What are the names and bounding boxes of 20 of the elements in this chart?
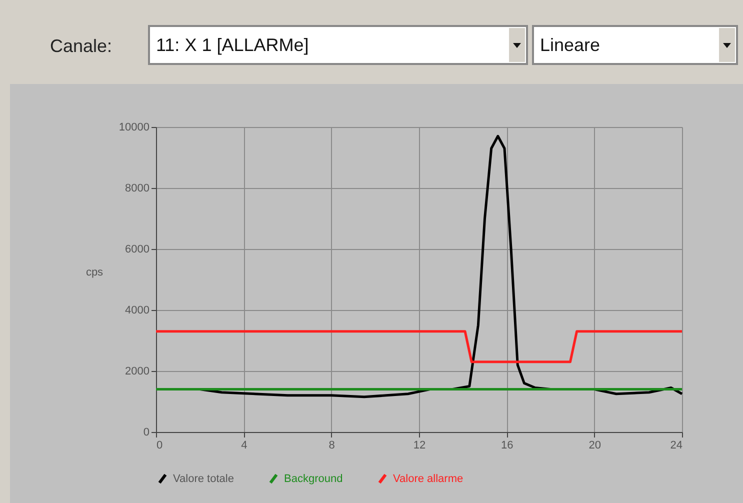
y-axis-title: cps <box>86 266 104 278</box>
y-tick-label: 0 <box>143 426 150 438</box>
x-tick-label: 0 <box>156 440 163 452</box>
x-tick-label: 4 <box>241 440 248 452</box>
x-tick-label: 20 <box>588 440 601 452</box>
y-tick-label: 8000 <box>125 182 150 194</box>
y-tick-label: 4000 <box>125 304 150 316</box>
x-tick-label: 24 <box>670 440 682 452</box>
legend-label: Valore totale <box>173 472 234 485</box>
y-tick-label: 6000 <box>125 244 150 256</box>
text: Canale: <box>50 36 112 57</box>
x-tick-label: 8 <box>328 440 335 452</box>
x-tick-label: 12 <box>413 440 426 452</box>
y-tick-label: 2000 <box>125 366 150 378</box>
dropdown-field: Lineare <box>532 25 738 65</box>
legend-label: Background <box>284 472 343 485</box>
y-tick-label: 10000 <box>118 122 150 134</box>
dropdown-field: 11: X 1 [ALLARMe] <box>148 25 528 65</box>
x-tick-label: 16 <box>501 440 514 452</box>
legend-label: Valore allarme <box>393 472 464 485</box>
